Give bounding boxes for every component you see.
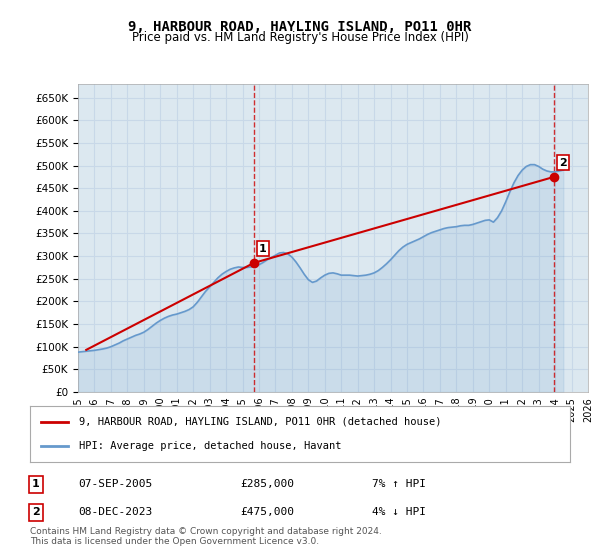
Text: Contains HM Land Registry data © Crown copyright and database right 2024.
This d: Contains HM Land Registry data © Crown c… xyxy=(30,526,382,546)
Text: 2: 2 xyxy=(32,507,40,517)
Text: 4% ↓ HPI: 4% ↓ HPI xyxy=(372,507,426,517)
Text: 2: 2 xyxy=(559,157,567,167)
Text: 9, HARBOUR ROAD, HAYLING ISLAND, PO11 0HR (detached house): 9, HARBOUR ROAD, HAYLING ISLAND, PO11 0H… xyxy=(79,417,441,427)
Text: 1: 1 xyxy=(32,479,40,489)
Text: 9, HARBOUR ROAD, HAYLING ISLAND, PO11 0HR: 9, HARBOUR ROAD, HAYLING ISLAND, PO11 0H… xyxy=(128,20,472,34)
Text: 07-SEP-2005: 07-SEP-2005 xyxy=(78,479,152,489)
Text: Price paid vs. HM Land Registry's House Price Index (HPI): Price paid vs. HM Land Registry's House … xyxy=(131,31,469,44)
Text: 08-DEC-2023: 08-DEC-2023 xyxy=(78,507,152,517)
Text: 1: 1 xyxy=(259,244,266,254)
Text: £285,000: £285,000 xyxy=(240,479,294,489)
Text: 7% ↑ HPI: 7% ↑ HPI xyxy=(372,479,426,489)
Text: HPI: Average price, detached house, Havant: HPI: Average price, detached house, Hava… xyxy=(79,441,341,451)
Text: £475,000: £475,000 xyxy=(240,507,294,517)
